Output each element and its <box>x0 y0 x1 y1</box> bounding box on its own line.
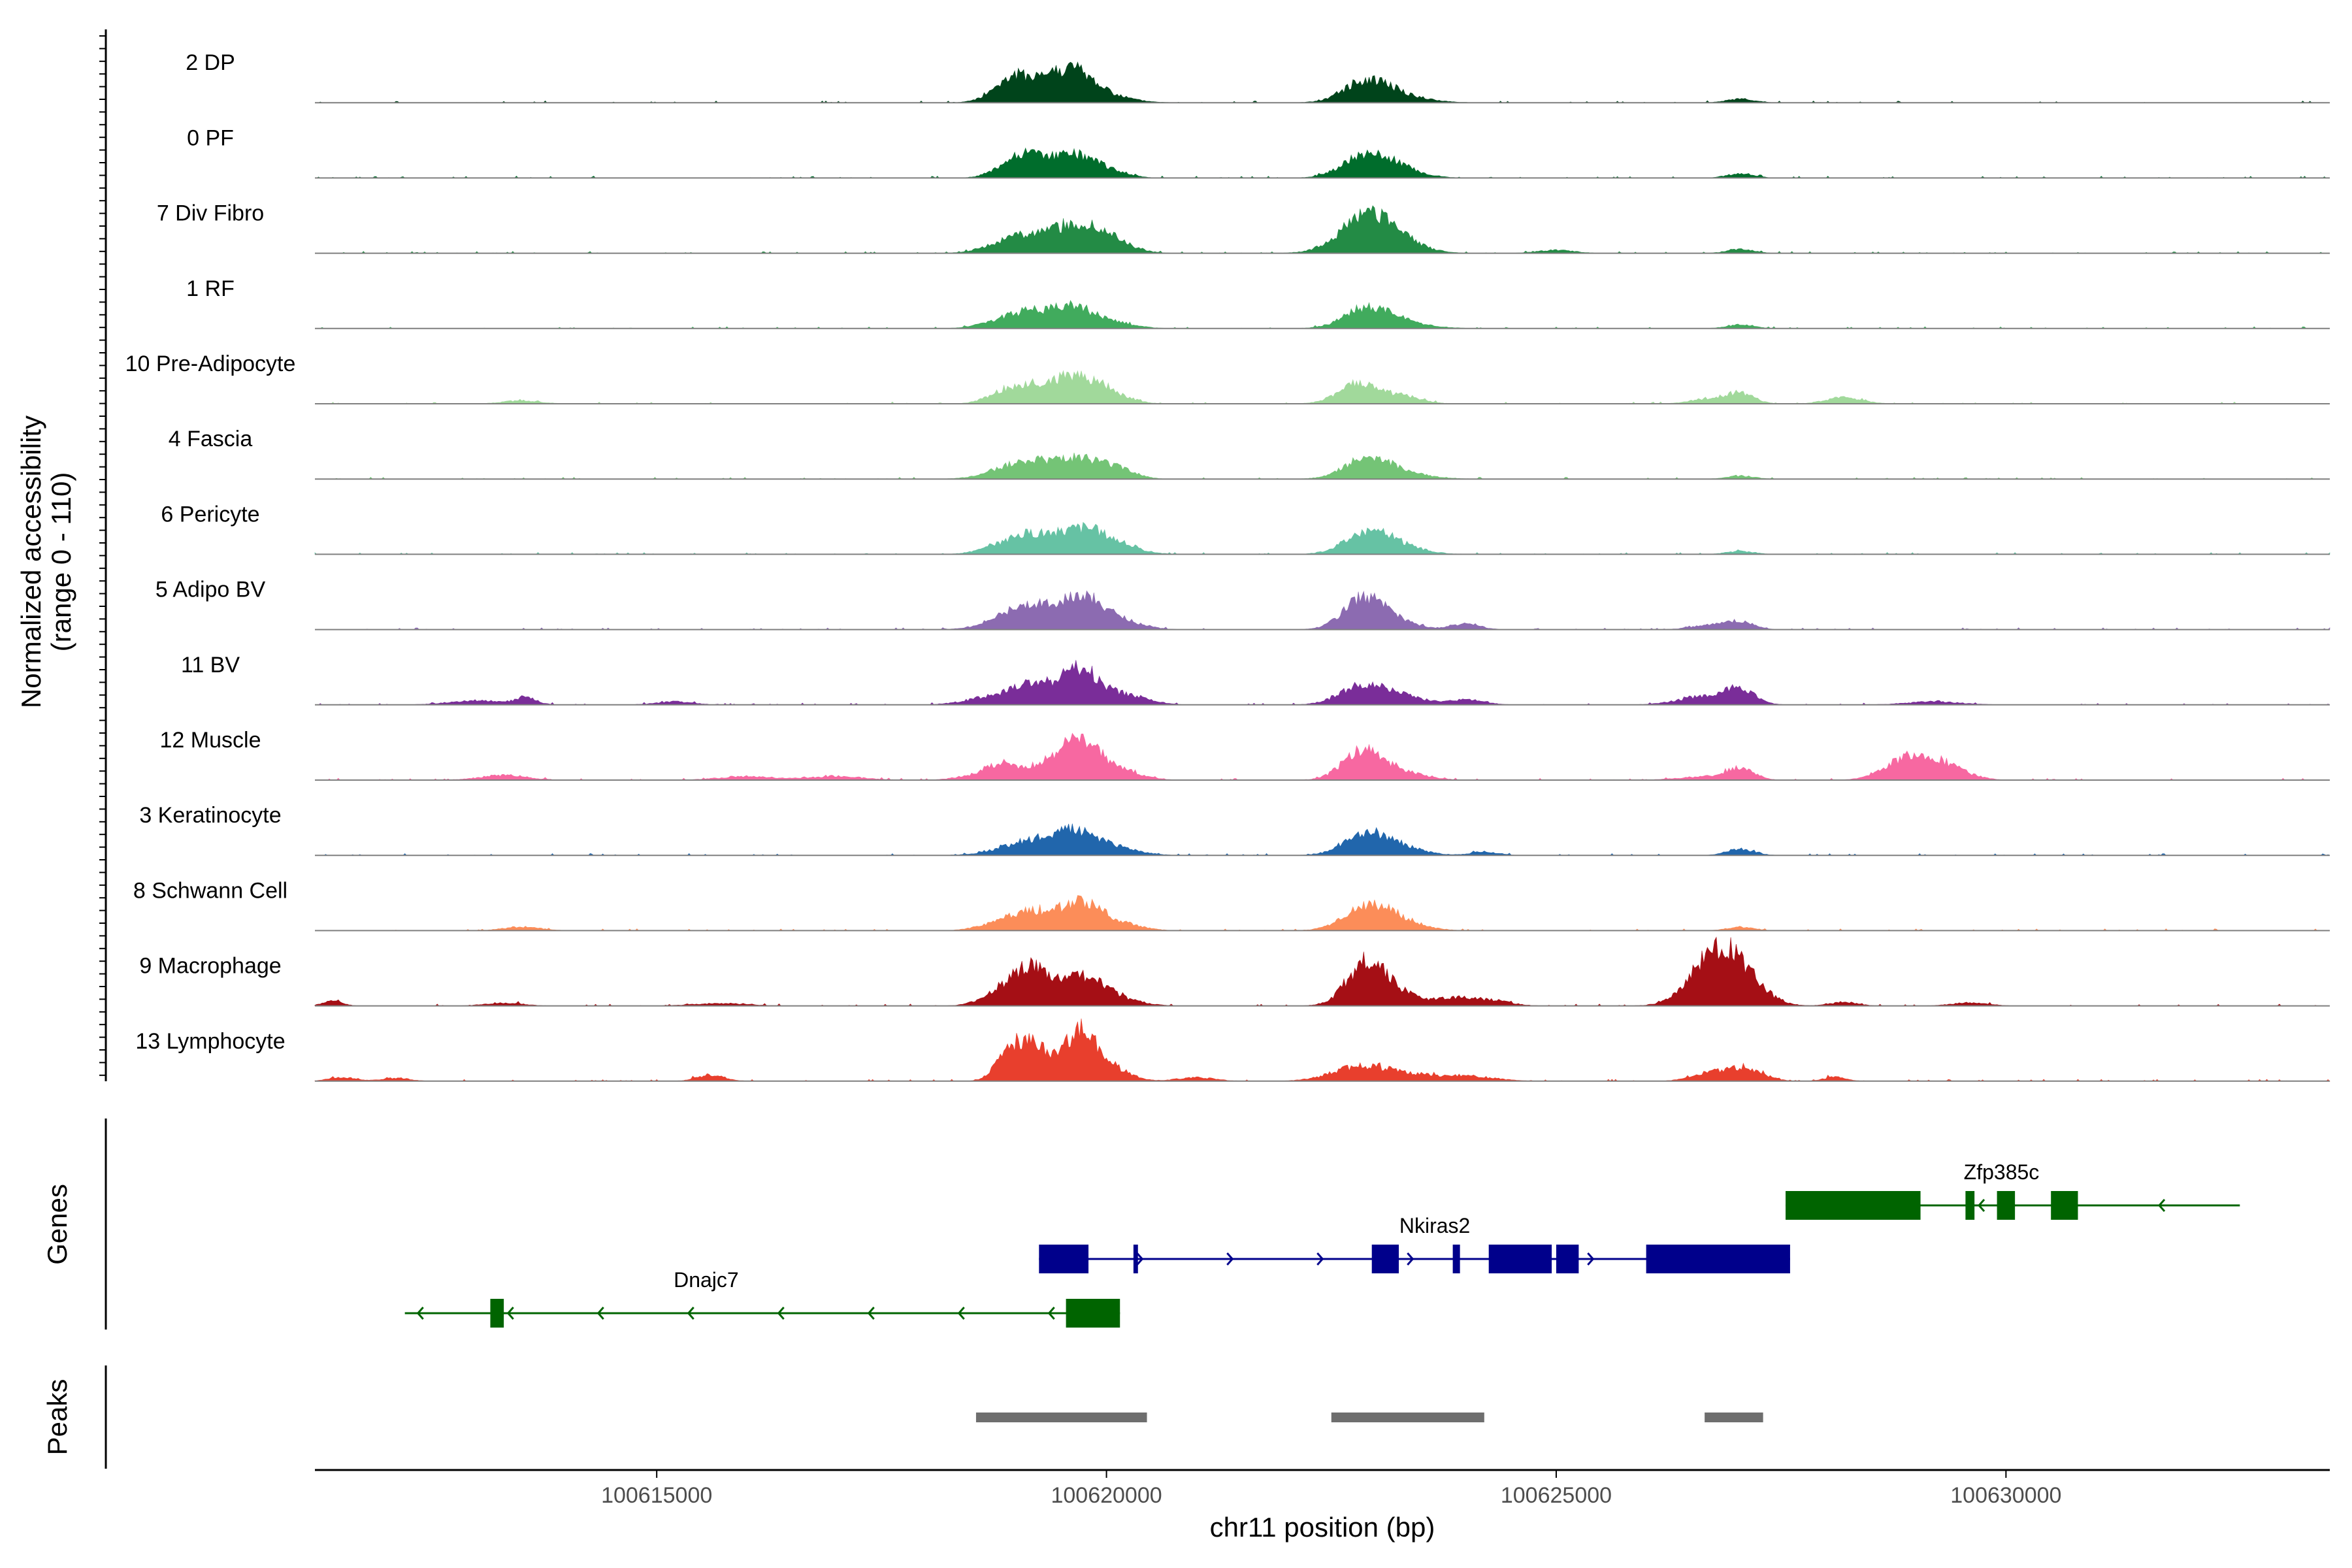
track-9: 11 BV <box>181 653 2330 706</box>
gene-exon <box>1786 1191 1921 1220</box>
gene-label: Nkiras2 <box>1399 1214 1470 1237</box>
track-label: 4 Fascia <box>169 427 253 451</box>
gene-exon <box>1371 1245 1399 1273</box>
coverage-area <box>315 732 2330 781</box>
peaks-panel-title: Peaks <box>42 1379 73 1456</box>
coverage-area <box>315 205 2330 253</box>
coverage-area <box>315 61 2330 103</box>
strand-arrow <box>687 1307 694 1320</box>
peaks-panel <box>975 1413 1763 1422</box>
track-6: 4 Fascia <box>169 427 2330 480</box>
strand-arrow <box>416 1307 424 1320</box>
coverage-area <box>315 300 2330 329</box>
gene-exon <box>1066 1299 1120 1328</box>
track-label: 2 DP <box>186 50 235 75</box>
gene-exon <box>1039 1245 1089 1273</box>
track-label: 12 Muscle <box>160 728 261 753</box>
peak-region <box>1331 1413 1484 1422</box>
gene-exon <box>1965 1191 1975 1220</box>
track-14: 13 Lymphocyte <box>135 1018 2330 1082</box>
strand-arrow <box>2158 1199 2166 1212</box>
track-1: 2 DP <box>186 50 2330 104</box>
gene-nkiras2: Nkiras2 <box>1039 1214 1790 1273</box>
track-4: 1 RF <box>186 276 2330 329</box>
gene-exon <box>1452 1245 1460 1273</box>
strand-arrow <box>1226 1252 1234 1266</box>
coverage-area <box>315 895 2330 931</box>
coverage-tracks: 2 DP 0 PF 7 Div Fibro 1 RF 10 Pre-Adipocyte 4… <box>125 50 2330 1082</box>
genes-panel-title: Genes <box>42 1184 73 1265</box>
track-label: 11 BV <box>181 653 240 678</box>
strand-arrow <box>596 1307 604 1320</box>
gene-exon <box>1556 1245 1579 1273</box>
strand-arrow <box>1978 1199 1985 1212</box>
x-tick-label: 100625000 <box>1501 1483 1612 1508</box>
track-8: 5 Adipo BV <box>155 578 2330 630</box>
track-label: 3 Keratinocyte <box>139 803 281 828</box>
x-axis-ticks: 100615000 100620000 100625000 100630000 <box>601 1470 2061 1508</box>
coverage-area <box>315 660 2330 706</box>
gene-exon <box>1997 1191 2016 1220</box>
track-label: 9 Macrophage <box>139 954 281 979</box>
x-tick-label: 100615000 <box>601 1483 712 1508</box>
track-5: 10 Pre-Adipocyte <box>125 351 2330 404</box>
coverage-area <box>314 1018 2330 1082</box>
peak-region <box>1705 1413 1763 1422</box>
strand-arrow <box>1047 1307 1055 1320</box>
track-7: 6 Pericyte <box>161 502 2330 555</box>
track-label: 1 RF <box>186 276 235 301</box>
coverage-area <box>315 452 2330 480</box>
strand-arrow <box>1407 1252 1414 1266</box>
track-10: 12 Muscle <box>160 728 2330 781</box>
track-label: 7 Div Fibro <box>157 201 264 226</box>
track-label: 0 PF <box>187 125 234 150</box>
coverage-area <box>314 936 2330 1006</box>
x-axis-title: chr11 position (bp) <box>1210 1512 1435 1543</box>
track-label: 6 Pericyte <box>161 502 259 527</box>
genes-panel: Zfp385c Nkiras2 Dnajc7 <box>404 1160 2240 1328</box>
strand-arrow <box>1316 1252 1324 1266</box>
coverage-area <box>315 823 2330 856</box>
gene-label: Dnajc7 <box>674 1268 739 1292</box>
strand-arrow <box>957 1307 965 1320</box>
track-label: 13 Lymphocyte <box>135 1029 285 1054</box>
track-11: 3 Keratinocyte <box>139 803 2330 857</box>
coverage-area <box>314 521 2330 555</box>
track-label: 8 Schwann Cell <box>133 878 287 903</box>
x-tick-label: 100630000 <box>1950 1483 2061 1508</box>
peak-region <box>975 1413 1147 1422</box>
gene-label: Zfp385c <box>1964 1160 2040 1184</box>
strand-arrow <box>1136 1252 1144 1266</box>
track-13: 9 Macrophage <box>139 936 2330 1007</box>
coverage-area <box>315 370 2330 404</box>
strand-arrow <box>777 1307 785 1320</box>
gene-zfp385c: Zfp385c <box>1786 1160 2240 1220</box>
track-label: 10 Pre-Adipocyte <box>125 351 296 376</box>
track-12: 8 Schwann Cell <box>133 878 2330 932</box>
gene-exon <box>1488 1245 1552 1273</box>
track-2: 0 PF <box>187 125 2330 179</box>
strand-arrow <box>1587 1252 1595 1266</box>
gene-dnajc7: Dnajc7 <box>404 1268 1120 1328</box>
gene-exon <box>2051 1191 2078 1220</box>
coverage-area <box>315 590 2330 630</box>
track-label: 5 Adipo BV <box>155 578 266 602</box>
y-axis-title: Normalized accessibility <box>16 416 46 708</box>
gene-exon <box>490 1299 504 1328</box>
y-axis-ticks <box>99 35 106 1076</box>
strand-arrow <box>506 1307 514 1320</box>
gene-exon <box>1646 1245 1790 1273</box>
coverage-area <box>315 147 2330 178</box>
y-axis-subtitle: (range 0 - 110) <box>46 472 76 652</box>
x-tick-label: 100620000 <box>1051 1483 1162 1508</box>
strand-arrow <box>867 1307 875 1320</box>
track-3: 7 Div Fibro <box>157 201 2330 254</box>
gene-exon <box>1133 1245 1138 1273</box>
